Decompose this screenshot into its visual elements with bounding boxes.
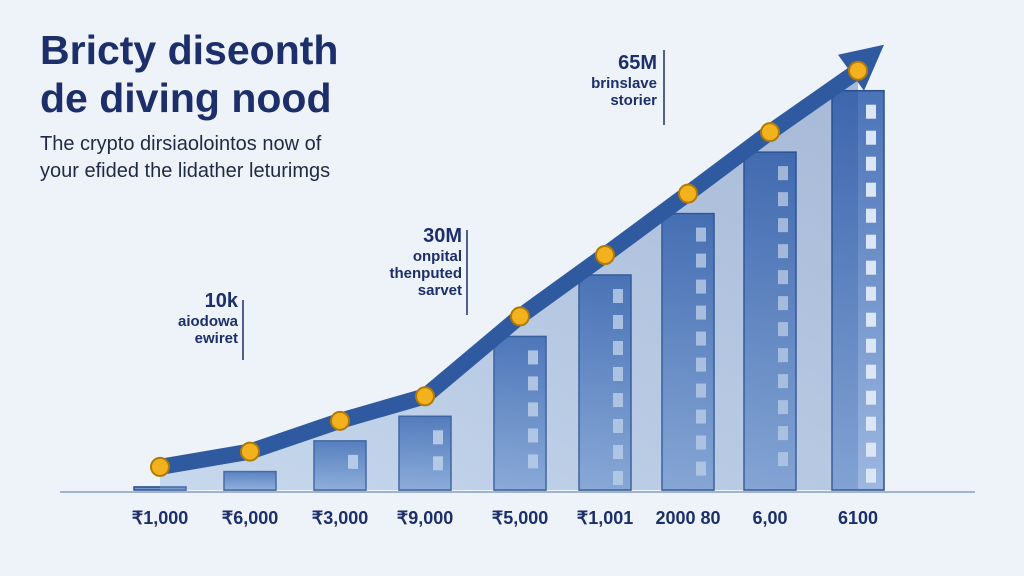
data-point: [150, 456, 170, 477]
data-point: [240, 441, 260, 462]
data-point: [760, 122, 780, 143]
annotation-10k: 10k aiodowa ewiret: [150, 290, 238, 347]
chart-marks: [150, 60, 868, 477]
building-window: [866, 442, 876, 457]
page-subtitle: The crypto dirsiaolointos now of your ef…: [40, 131, 460, 185]
annotation-label: thenputed: [389, 265, 463, 282]
building-window: [866, 130, 876, 145]
x-tick-label: 6,00: [752, 508, 788, 528]
building-window: [866, 234, 876, 249]
subtitle-line-2: your efided the lidather leturimgs: [40, 160, 331, 182]
area-series: [152, 44, 884, 490]
x-tick-label: ₹3,000: [311, 508, 369, 528]
building-window: [866, 338, 876, 353]
x-tick-label: 6100: [837, 508, 879, 528]
data-point: [848, 60, 868, 81]
page-title: Bricty diseonth de diving nood: [40, 26, 460, 122]
building-window: [866, 312, 876, 327]
building-window: [866, 156, 876, 171]
title-line-1: Bricty diseonth: [40, 27, 339, 73]
annotation-lines: [242, 50, 665, 360]
building-window: [866, 364, 876, 379]
annotation-value: 30M: [423, 225, 462, 247]
area-fill: [160, 70, 858, 490]
building-window: [866, 260, 876, 275]
annotation-label: ewiret: [194, 330, 238, 347]
annotation-value: 65M: [618, 52, 657, 74]
x-tick-label: ₹1,001: [576, 508, 634, 528]
x-tick-label: ₹5,000: [491, 508, 549, 528]
annotation-label: storier: [610, 92, 657, 109]
x-tick-label: ₹9,000: [396, 508, 454, 528]
annotation-65m: 65M brinslave storier: [565, 52, 657, 109]
title-line-2: de diving nood: [40, 75, 332, 121]
data-point: [595, 245, 615, 265]
data-point: [330, 410, 350, 431]
x-tick-label: 2000 80: [655, 508, 721, 528]
annotation-label: sarvet: [417, 282, 462, 299]
building-window: [866, 390, 876, 405]
x-tick-label: ₹6,000: [221, 508, 279, 528]
building-window: [866, 468, 876, 483]
building-window: [866, 286, 876, 301]
data-point: [510, 306, 530, 327]
building-window: [866, 104, 876, 119]
building-window: [866, 416, 876, 431]
annotation-label: aiodowa: [177, 313, 238, 330]
building-window: [866, 208, 876, 223]
data-point: [678, 183, 698, 204]
data-point: [415, 386, 435, 407]
x-tick-label: ₹1,000: [131, 508, 189, 528]
building-window: [866, 182, 876, 197]
annotation-30m: 30M onpital thenputed sarvet: [362, 225, 463, 299]
subtitle-line-1: The crypto dirsiaolointos now of: [40, 133, 322, 155]
annotation-label: brinslave: [591, 75, 657, 92]
annotation-label: onpital: [412, 248, 462, 265]
annotation-value: 10k: [204, 290, 238, 312]
